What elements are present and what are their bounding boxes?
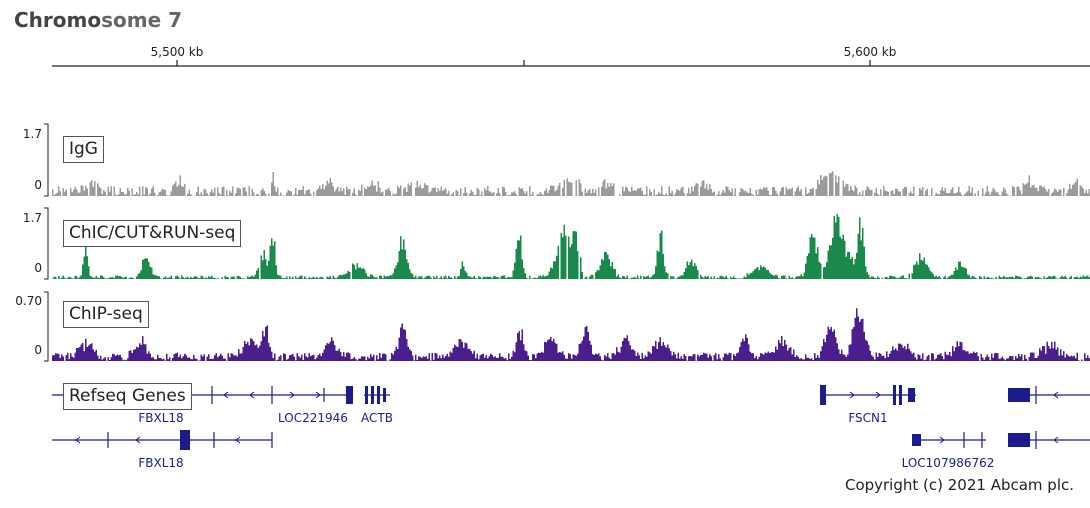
gene-label-loc107986762: LOC107986762 bbox=[902, 456, 995, 470]
track-chip: 0.70 0 bbox=[15, 291, 1090, 362]
chip-max-label: 0.70 bbox=[15, 294, 42, 308]
chic-scale-bracket bbox=[44, 207, 49, 280]
gene-label-loc221946: LOC221946 bbox=[278, 411, 348, 425]
igg-max-label: 1.7 bbox=[23, 127, 42, 141]
ruler-label-5500: 5,500 kb bbox=[151, 45, 204, 59]
gene-label-fscn1: FSCN1 bbox=[848, 411, 887, 425]
refseq-track: FBXL18 LOC221946 ACTB FSCN1 FBXL18 LOC10… bbox=[52, 385, 1090, 470]
title-bold: Chromo bbox=[14, 8, 102, 32]
gene-fbxl18-row2[interactable] bbox=[52, 430, 273, 450]
chip-min-label: 0 bbox=[34, 343, 42, 357]
chic-signal bbox=[52, 214, 1090, 279]
gene-right-row2[interactable] bbox=[1008, 431, 1090, 449]
gene-label-fbxl18-1: FBXL18 bbox=[138, 411, 183, 425]
gene-actb[interactable] bbox=[364, 386, 390, 404]
chic-min-label: 0 bbox=[34, 261, 42, 275]
chic-max-label: 1.7 bbox=[23, 211, 42, 225]
igg-min-label: 0 bbox=[34, 178, 42, 192]
gene-loc107986762[interactable] bbox=[912, 432, 986, 448]
chip-signal bbox=[52, 308, 1090, 361]
gene-label-actb: ACTB bbox=[361, 411, 393, 425]
title-rest: some 7 bbox=[101, 8, 183, 32]
gene-fscn1[interactable] bbox=[820, 385, 916, 405]
track-label-chip: ChIP-seq bbox=[63, 301, 149, 328]
igg-signal bbox=[52, 171, 1090, 196]
gene-right-row1[interactable] bbox=[1008, 386, 1090, 404]
ruler-label-5600: 5,600 kb bbox=[844, 45, 897, 59]
page-title: Chromosome 7 bbox=[14, 8, 182, 32]
gene-label-fbxl18-2: FBXL18 bbox=[138, 456, 183, 470]
chip-scale-bracket bbox=[44, 291, 49, 362]
track-label-igg: IgG bbox=[63, 136, 104, 163]
gene-loc221946[interactable] bbox=[272, 386, 353, 404]
track-igg: 1.7 0 bbox=[23, 123, 1090, 197]
copyright-text: Copyright (c) 2021 Abcam plc. bbox=[844, 476, 1074, 494]
track-chic: 1.7 0 bbox=[23, 207, 1090, 280]
ruler: 5,500 kb 5,600 kb bbox=[52, 45, 1090, 67]
igg-scale-bracket bbox=[44, 123, 49, 197]
track-label-chic: ChIC/CUT&RUN-seq bbox=[63, 220, 242, 247]
track-label-refseq: Refseq Genes bbox=[63, 383, 192, 410]
